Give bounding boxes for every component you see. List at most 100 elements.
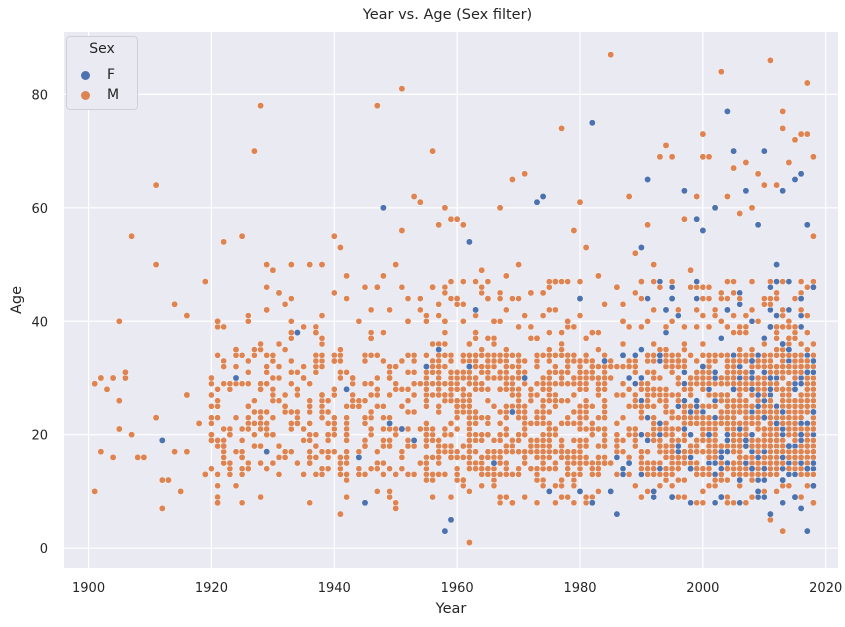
point-m [281, 402, 289, 410]
point-m [515, 323, 522, 331]
point-m [570, 351, 578, 359]
point-m [736, 471, 744, 478]
point-m [453, 215, 461, 223]
point-m [306, 408, 314, 416]
point-m [748, 351, 756, 359]
point-m [595, 329, 602, 336]
point-m [312, 471, 320, 478]
point-m [748, 380, 756, 388]
point-f [773, 374, 780, 382]
point-m [582, 454, 590, 461]
point-m [638, 459, 645, 467]
point-m [748, 471, 756, 478]
point-m [791, 351, 799, 359]
point-m [736, 357, 744, 365]
point-m [699, 312, 707, 319]
point-m [668, 454, 676, 461]
point-m [730, 363, 737, 370]
point-m [662, 476, 670, 484]
point-m [717, 420, 725, 427]
point-f [711, 204, 719, 212]
point-m [306, 459, 314, 467]
point-m [631, 402, 639, 410]
point-m [748, 454, 756, 461]
point-m [281, 408, 289, 416]
point-m [373, 351, 381, 359]
point-f [791, 493, 799, 501]
point-m [269, 385, 277, 393]
point-m [699, 351, 707, 359]
point-m [423, 380, 430, 388]
point-m [484, 420, 492, 427]
point-m [625, 425, 633, 433]
point-m [588, 465, 596, 473]
point-f [638, 397, 645, 405]
point-m [287, 317, 295, 325]
point-m [582, 459, 590, 467]
point-f [797, 420, 805, 427]
point-m [730, 164, 738, 172]
point-m [472, 329, 480, 337]
point-f [668, 493, 676, 501]
point-m [552, 499, 559, 507]
point-m [791, 437, 799, 444]
point-m [570, 408, 578, 416]
y-tick-label: 60 [31, 202, 48, 217]
point-m [687, 385, 694, 393]
point-m [810, 471, 817, 478]
point-m [453, 295, 461, 303]
point-m [220, 425, 228, 433]
point-m [650, 278, 658, 285]
point-f [687, 465, 695, 473]
point-m [355, 471, 363, 478]
point-m [330, 448, 338, 456]
point-m [582, 402, 590, 410]
point-f [785, 346, 793, 354]
point-m [257, 493, 264, 501]
point-m [588, 363, 596, 370]
point-m [711, 476, 719, 484]
point-m [699, 402, 707, 410]
point-m [779, 351, 787, 359]
point-m [466, 448, 473, 456]
point-m [318, 351, 326, 359]
point-m [490, 340, 498, 348]
point-m [576, 402, 584, 410]
point-m [404, 437, 412, 444]
point-m [736, 380, 744, 388]
point-m [496, 374, 504, 382]
point-m [693, 459, 701, 467]
point-f [681, 368, 688, 376]
point-m [214, 351, 221, 359]
point-m [674, 414, 682, 422]
point-m [466, 397, 473, 405]
point-f [760, 397, 768, 405]
point-m [392, 504, 400, 512]
point-f [539, 193, 547, 200]
point-m [521, 459, 529, 467]
x-axis-label: Year [435, 601, 467, 617]
point-m [441, 471, 449, 478]
point-m [730, 448, 737, 456]
point-m [423, 425, 430, 433]
point-m [773, 431, 780, 439]
point-f [803, 368, 811, 376]
point-m [619, 391, 627, 399]
point-m [343, 471, 350, 478]
point-m [699, 414, 707, 422]
point-f [644, 414, 651, 422]
point-f [687, 431, 694, 439]
point-m [226, 431, 234, 439]
point-m [797, 402, 805, 410]
point-m [410, 408, 418, 416]
point-m [330, 289, 338, 297]
point-m [644, 391, 651, 399]
point-m [527, 420, 535, 427]
point-m [545, 357, 553, 365]
point-m [539, 397, 547, 405]
point-m [810, 442, 817, 450]
point-m [773, 346, 780, 353]
point-m [533, 437, 541, 444]
point-m [527, 437, 535, 444]
point-m [595, 442, 602, 450]
